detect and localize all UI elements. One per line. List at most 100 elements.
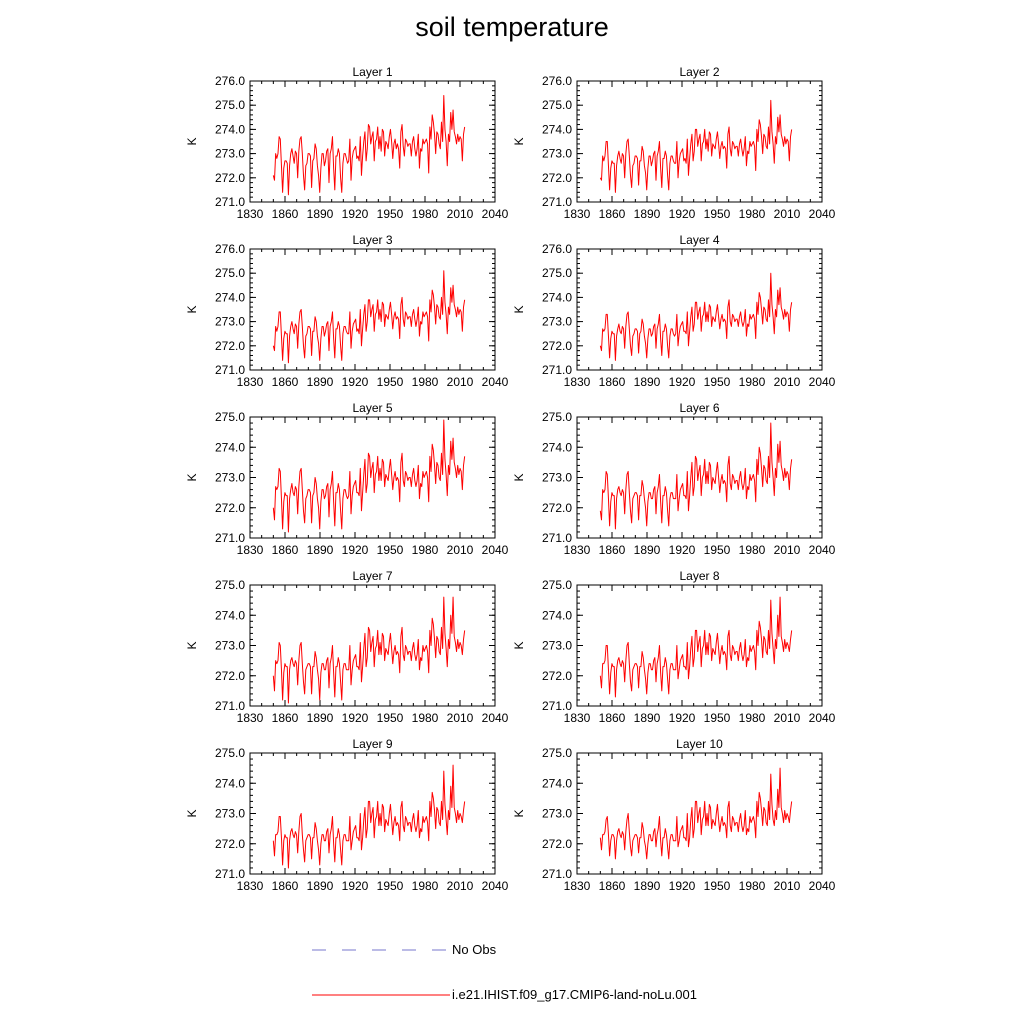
y-tick-label: 271.0	[215, 363, 245, 377]
y-tick-label: 271.0	[542, 195, 572, 209]
x-tick-label: 1950	[704, 375, 731, 389]
x-tick-label: 1830	[237, 543, 264, 557]
x-tick-label: 2040	[809, 711, 836, 725]
x-tick-label: 2010	[447, 711, 474, 725]
y-axis-label: K	[512, 137, 526, 145]
y-tick-label: 275.0	[215, 266, 245, 280]
y-tick-label: 273.0	[215, 471, 245, 485]
x-tick-label: 2040	[809, 375, 836, 389]
chart-panel-2: Layer 2 K 1830 1860 1890 1920 1950 1980 2010 2040…	[512, 65, 836, 221]
x-tick-label: 2040	[809, 879, 836, 893]
y-tick-label: 274.0	[542, 290, 572, 304]
y-tick-label: 276.0	[542, 74, 572, 88]
x-tick-label: 1860	[599, 711, 626, 725]
plot-frame	[249, 416, 496, 539]
x-tick-label: 2040	[482, 375, 509, 389]
x-tick-label: 1890	[634, 375, 661, 389]
y-tick-label: 271.0	[542, 867, 572, 881]
series-line	[272, 270, 466, 364]
x-tick-label: 1860	[599, 879, 626, 893]
y-tick-label: 275.0	[542, 746, 572, 760]
y-tick-label: 275.0	[215, 98, 245, 112]
plot-frame	[249, 248, 496, 371]
x-tick-label: 1830	[237, 375, 264, 389]
x-tick-label: 1920	[669, 543, 696, 557]
x-tick-label: 1920	[342, 543, 369, 557]
legend: No Obs i.e21.IHIST.f09_g17.CMIP6-land-noL…	[312, 942, 697, 1002]
y-axis-label: K	[512, 473, 526, 481]
y-axis-label: K	[512, 641, 526, 649]
x-tick-label: 1860	[272, 879, 299, 893]
y-tick-label: 275.0	[215, 410, 245, 424]
y-tick-label: 275.0	[215, 578, 245, 592]
chart-panel-1: Layer 1 K 1830 1860 1890 1920 1950 1980 2010 2040…	[185, 65, 509, 221]
y-tick-label: 276.0	[542, 242, 572, 256]
y-tick-label: 274.0	[542, 608, 572, 622]
y-tick-label: 273.0	[215, 315, 245, 329]
legend-label-no-obs: No Obs	[452, 942, 497, 957]
y-tick-label: 272.0	[542, 501, 572, 515]
y-tick-label: 271.0	[215, 867, 245, 881]
x-tick-label: 2010	[447, 375, 474, 389]
x-tick-label: 1950	[377, 879, 404, 893]
x-tick-label: 1860	[599, 375, 626, 389]
y-tick-label: 271.0	[542, 699, 572, 713]
x-tick-label: 1860	[272, 711, 299, 725]
chart-panel-10: Layer 10 K 1830 1860 1890 1920 1950 1980 2010 204…	[512, 737, 836, 893]
x-tick-label: 2010	[447, 207, 474, 221]
series-line	[272, 596, 466, 704]
y-tick-label: 274.0	[542, 776, 572, 790]
x-tick-label: 2010	[774, 375, 801, 389]
y-tick-label: 272.0	[215, 837, 245, 851]
page-title: soil temperature	[415, 12, 609, 42]
y-tick-label: 272.0	[215, 171, 245, 185]
y-tick-label: 274.0	[542, 122, 572, 136]
y-tick-label: 274.0	[215, 122, 245, 136]
x-tick-label: 1980	[412, 711, 439, 725]
legend-label-model: i.e21.IHIST.f09_g17.CMIP6-land-noLu.001	[452, 987, 697, 1002]
series-line	[599, 272, 793, 361]
x-tick-label: 1920	[669, 711, 696, 725]
chart-panel-9: Layer 9 K 1830 1860 1890 1920 1950 1980 2010 2040…	[185, 737, 509, 893]
panel-title: Layer 2	[679, 65, 719, 79]
chart-panel-4: Layer 4 K 1830 1860 1890 1920 1950 1980 2010 2040…	[512, 233, 836, 389]
series-line	[599, 767, 793, 860]
y-tick-label: 272.0	[542, 339, 572, 353]
x-tick-label: 1890	[307, 543, 334, 557]
x-tick-label: 1890	[634, 207, 661, 221]
x-tick-label: 1830	[564, 543, 591, 557]
x-tick-label: 1890	[634, 543, 661, 557]
x-tick-label: 1890	[307, 879, 334, 893]
y-tick-label: 275.0	[542, 98, 572, 112]
panel-title: Layer 3	[352, 233, 392, 247]
y-tick-label: 271.0	[215, 195, 245, 209]
x-tick-label: 1950	[377, 543, 404, 557]
y-tick-label: 273.0	[215, 807, 245, 821]
x-tick-label: 1980	[739, 207, 766, 221]
series-line	[599, 99, 793, 193]
y-tick-label: 276.0	[215, 242, 245, 256]
x-tick-label: 1890	[307, 375, 334, 389]
plot-frame	[576, 248, 823, 371]
y-axis-label: K	[185, 305, 199, 313]
y-tick-label: 273.0	[542, 639, 572, 653]
x-tick-label: 2040	[482, 543, 509, 557]
panel-title: Layer 4	[679, 233, 719, 247]
y-tick-label: 273.0	[542, 147, 572, 161]
y-tick-label: 272.0	[542, 669, 572, 683]
y-tick-label: 274.0	[542, 440, 572, 454]
y-tick-label: 273.0	[542, 807, 572, 821]
series-line	[272, 764, 466, 869]
y-tick-label: 272.0	[215, 339, 245, 353]
x-tick-label: 1830	[237, 207, 264, 221]
panel-title: Layer 6	[679, 401, 719, 415]
x-tick-label: 2010	[774, 711, 801, 725]
x-tick-label: 2040	[482, 879, 509, 893]
x-tick-label: 1830	[564, 879, 591, 893]
y-tick-label: 271.0	[542, 363, 572, 377]
y-tick-label: 272.0	[215, 501, 245, 515]
x-tick-label: 1890	[634, 711, 661, 725]
x-tick-label: 1980	[739, 711, 766, 725]
plot-frame	[576, 80, 823, 203]
